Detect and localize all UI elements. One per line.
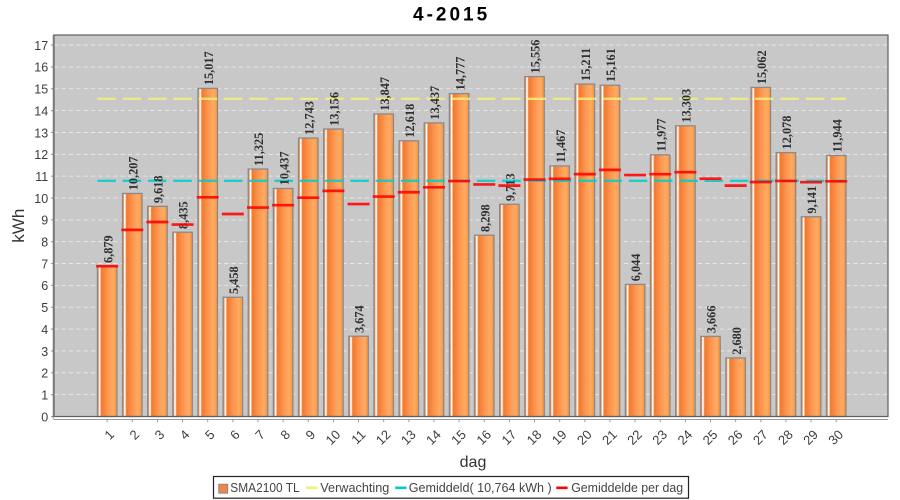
svg-text:Gemiddelde per dag: Gemiddelde per dag — [571, 481, 683, 495]
svg-text:15: 15 — [34, 83, 48, 97]
svg-text:9: 9 — [41, 214, 48, 228]
svg-text:15,017: 15,017 — [202, 51, 216, 85]
svg-text:6,879: 6,879 — [101, 235, 115, 263]
svg-text:12: 12 — [34, 148, 48, 162]
svg-text:0: 0 — [41, 410, 48, 424]
svg-text:8,435: 8,435 — [177, 201, 191, 229]
svg-text:10,207: 10,207 — [126, 156, 140, 190]
svg-text:13,847: 13,847 — [378, 77, 392, 111]
svg-text:15,161: 15,161 — [604, 48, 618, 82]
svg-text:6: 6 — [41, 279, 48, 293]
svg-text:4: 4 — [41, 323, 48, 337]
svg-text:15,211: 15,211 — [579, 48, 593, 81]
svg-text:11,944: 11,944 — [830, 119, 844, 152]
svg-text:9,713: 9,713 — [504, 173, 518, 201]
svg-text:11,467: 11,467 — [554, 130, 568, 163]
svg-text:15,556: 15,556 — [529, 40, 543, 74]
svg-text:8: 8 — [41, 236, 48, 250]
svg-text:9,618: 9,618 — [152, 175, 166, 203]
svg-text:13,156: 13,156 — [328, 92, 342, 126]
svg-text:10: 10 — [34, 192, 48, 206]
svg-text:3,666: 3,666 — [705, 306, 719, 334]
svg-text:SMA2100 TL: SMA2100 TL — [230, 481, 299, 495]
svg-text:7: 7 — [41, 257, 48, 271]
svg-text:3,674: 3,674 — [353, 305, 367, 333]
svg-text:2,680: 2,680 — [730, 327, 744, 355]
svg-text:11,325: 11,325 — [252, 133, 266, 166]
svg-text:6,044: 6,044 — [629, 254, 643, 282]
svg-text:8,298: 8,298 — [478, 204, 492, 232]
svg-text:4-2015: 4-2015 — [413, 5, 490, 26]
svg-text:11: 11 — [35, 170, 48, 184]
svg-text:10,437: 10,437 — [277, 151, 291, 185]
svg-text:2: 2 — [41, 367, 48, 381]
svg-text:13,303: 13,303 — [680, 89, 694, 123]
svg-text:5,458: 5,458 — [227, 266, 241, 294]
svg-text:13,437: 13,437 — [428, 86, 442, 120]
svg-text:12,618: 12,618 — [403, 104, 417, 138]
svg-text:14: 14 — [34, 104, 48, 118]
svg-text:12,743: 12,743 — [302, 101, 316, 135]
svg-text:17: 17 — [34, 39, 48, 53]
svg-text:12,078: 12,078 — [780, 116, 794, 150]
svg-text:15,062: 15,062 — [755, 50, 769, 84]
svg-text:dag: dag — [460, 454, 487, 471]
svg-text:13: 13 — [34, 126, 48, 140]
svg-text:14,777: 14,777 — [453, 57, 467, 91]
svg-text:9,141: 9,141 — [805, 186, 819, 214]
svg-text:3: 3 — [41, 345, 48, 359]
svg-text:kWh: kWh — [9, 209, 28, 243]
svg-text:Gemiddeld( 10,764 kWh ): Gemiddeld( 10,764 kWh ) — [409, 481, 552, 495]
svg-text:16: 16 — [34, 61, 48, 75]
svg-text:1: 1 — [41, 388, 48, 402]
svg-text:5: 5 — [41, 301, 48, 315]
svg-text:Verwachting: Verwachting — [320, 481, 389, 495]
svg-text:11,977: 11,977 — [654, 118, 668, 151]
